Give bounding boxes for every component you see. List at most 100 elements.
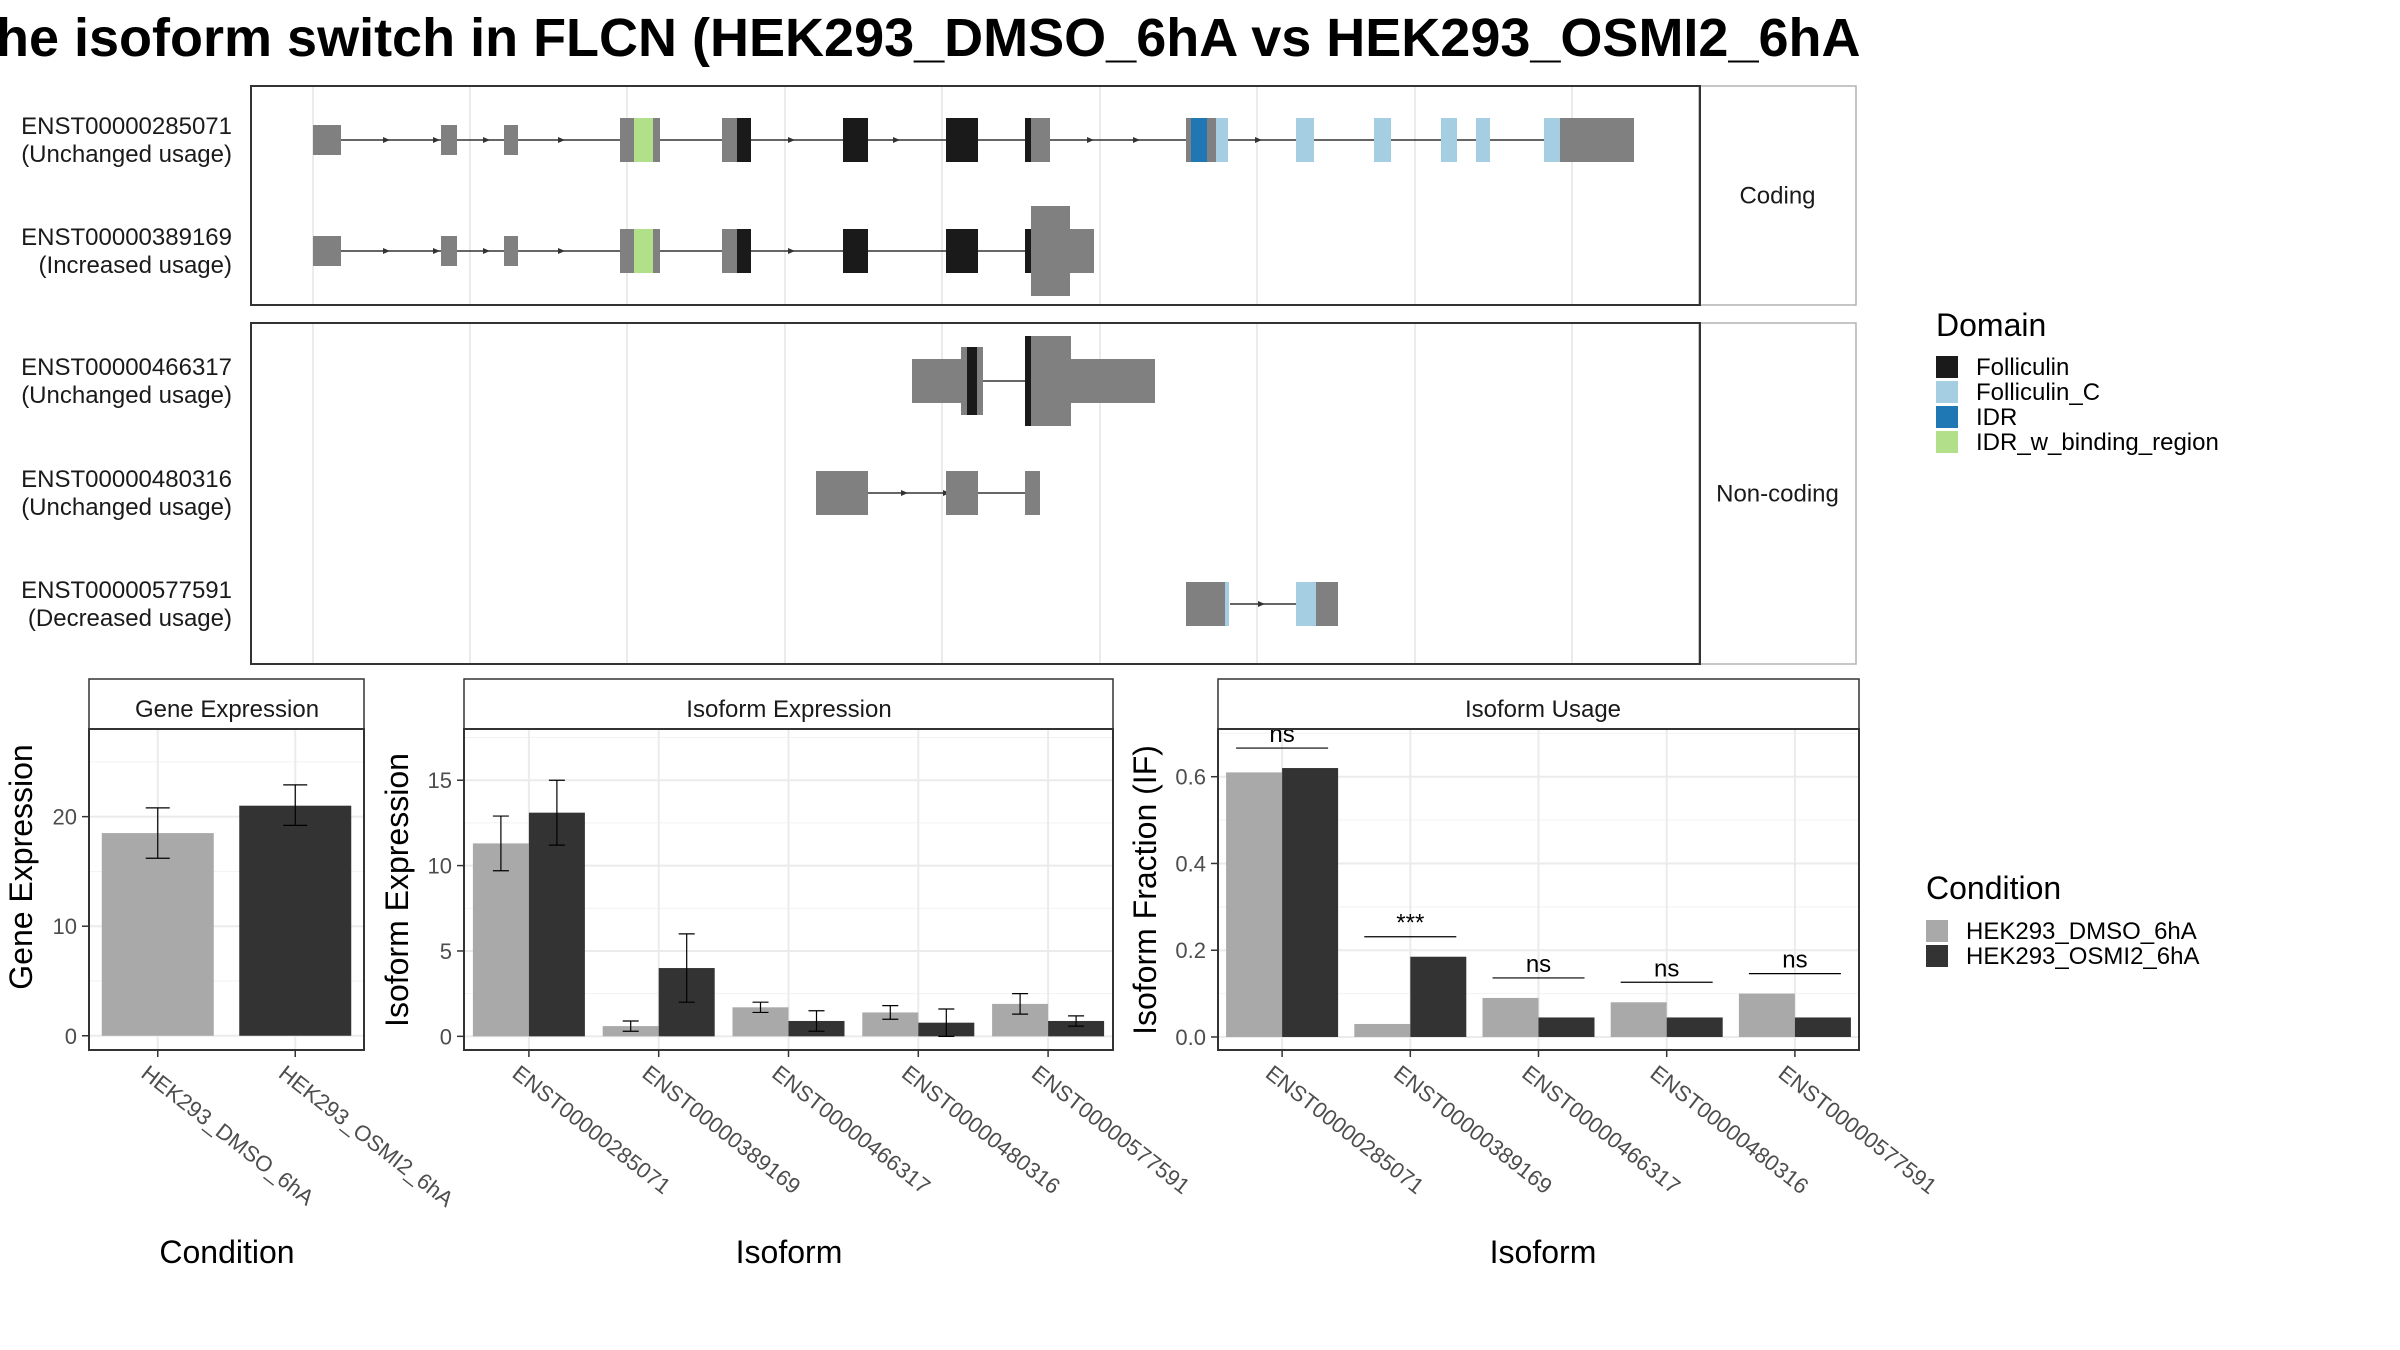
domain-legend-label: IDR <box>1976 404 2017 431</box>
panel-border <box>463 728 1114 1051</box>
condition-legend-label: HEK293_OSMI2_6hA <box>1966 943 2199 970</box>
significance-label: ns <box>1782 947 1807 974</box>
transcript-usage-label: (Decreased usage) <box>28 605 232 632</box>
transcript-id-label: ENST00000577591 <box>21 577 232 604</box>
structure-facet-border <box>250 85 1701 306</box>
y-tick-label: 10 <box>428 854 452 879</box>
intron-direction-arrow <box>1255 137 1262 143</box>
intron-direction-arrow <box>1087 137 1094 143</box>
panel-border <box>1217 728 1860 1051</box>
error-bar <box>548 779 565 846</box>
exon-block <box>441 125 457 155</box>
domain-legend-label: Folliculin <box>1976 354 2069 381</box>
bar-osmi2 <box>239 805 352 1036</box>
isoform-expression-strip-label: Isoform Expression <box>686 696 891 723</box>
intron-direction-arrow <box>433 137 440 143</box>
intron-direction-arrow <box>788 248 795 254</box>
structure-facet-label: Coding <box>1739 183 1815 210</box>
bar-osmi2 <box>1410 956 1467 1037</box>
exon-block <box>946 229 978 273</box>
y-tick-label: 0.0 <box>1175 1025 1206 1050</box>
exon-block <box>1025 229 1031 273</box>
exon-block <box>1031 118 1050 162</box>
exon-block <box>1296 118 1314 162</box>
y-tick-label: 15 <box>428 768 452 793</box>
panel-strip <box>88 678 365 730</box>
exon-block <box>620 118 634 162</box>
bar-dmso <box>1482 997 1539 1037</box>
transcript-ENST00000285071 <box>313 118 1634 162</box>
exon-block <box>1071 359 1155 403</box>
domain-legend-label: IDR_w_binding_region <box>1976 429 2219 456</box>
exon-block <box>722 118 737 162</box>
isoform-usage-y-axis-title: Isoform Fraction (IF) <box>1127 745 1163 1035</box>
bar-osmi2 <box>1666 1017 1723 1037</box>
gene-expression-x-axis-title: Condition <box>159 1234 294 1270</box>
exon-block <box>1441 118 1457 162</box>
structure-facet-strip <box>1698 85 1857 306</box>
exon-block <box>1296 582 1316 626</box>
exon-block <box>1568 118 1634 162</box>
structure-facet-strip <box>1698 322 1857 665</box>
bar-dmso <box>1226 772 1283 1037</box>
intron-direction-arrow <box>433 248 440 254</box>
y-tick-label: 0.6 <box>1175 765 1206 790</box>
intron-direction-arrow <box>483 137 490 143</box>
transcript-id-label: ENST00000285071 <box>21 113 232 140</box>
transcript-ENST00000389169 <box>313 206 1094 296</box>
structure-facet-border <box>250 322 1701 665</box>
bar-osmi2 <box>528 812 585 1037</box>
legend-key-idr <box>1936 406 1958 428</box>
y-tick-label: 10 <box>53 914 77 939</box>
figure-title: he isoform switch in FLCN (HEK293_DMSO_6… <box>0 8 1861 68</box>
exon-block <box>1544 118 1560 162</box>
exon-block <box>1186 582 1225 626</box>
transcript-id-label: ENST00000466317 <box>21 354 232 381</box>
bar-dmso <box>472 843 529 1037</box>
exon-block <box>1476 118 1490 162</box>
y-tick-label: 0 <box>440 1024 452 1049</box>
exon-block <box>313 125 341 155</box>
isoform-expression-y-axis-title: Isoform Expression <box>379 753 415 1027</box>
exon-block <box>1025 471 1040 515</box>
significance-label: ns <box>1526 951 1551 978</box>
exon-block <box>1560 118 1568 162</box>
significance-label: ns <box>1654 955 1679 982</box>
exon-block <box>1070 229 1094 273</box>
exon-block <box>634 229 653 273</box>
bar-dmso <box>1610 1002 1667 1037</box>
exon-block <box>912 359 961 403</box>
intron-direction-arrow <box>788 137 795 143</box>
bar-dmso <box>862 1012 919 1037</box>
isoform-usage-strip-label: Isoform Usage <box>1465 696 1621 723</box>
isoform-usage-x-axis-title: Isoform <box>1490 1234 1597 1270</box>
bar-osmi2 <box>1282 768 1339 1037</box>
bar-dmso <box>101 833 214 1036</box>
exon-block <box>1374 118 1391 162</box>
exon-block <box>737 118 751 162</box>
exon-block <box>1207 118 1216 162</box>
exon-block <box>620 229 634 273</box>
exon-block <box>1324 582 1338 626</box>
transcript-ENST00000577591 <box>1186 582 1338 626</box>
panel-border <box>88 728 365 1051</box>
bar-osmi2 <box>1538 1017 1595 1037</box>
exon-block <box>1025 118 1031 162</box>
legend-key-idr-w-binding-region <box>1936 431 1958 453</box>
transcript-structure-panel: CodingNon-codingENST00000285071(Unchange… <box>21 85 1857 665</box>
condition-legend-label: HEK293_DMSO_6hA <box>1966 918 2197 945</box>
legend-key-folliculin <box>1936 356 1958 378</box>
exon-block <box>967 347 977 415</box>
transcript-id-label: ENST00000480316 <box>21 466 232 493</box>
exon-block <box>1025 336 1031 426</box>
intron-direction-arrow <box>383 248 390 254</box>
intron-direction-arrow <box>1258 601 1265 607</box>
y-tick-label: 0.2 <box>1175 938 1206 963</box>
exon-block <box>1031 206 1070 296</box>
intron-direction-arrow <box>483 248 490 254</box>
exon-block <box>653 229 660 273</box>
bar-osmi2 <box>1048 1020 1105 1037</box>
exon-block <box>843 229 868 273</box>
domain-legend-title: Domain <box>1936 307 2046 343</box>
